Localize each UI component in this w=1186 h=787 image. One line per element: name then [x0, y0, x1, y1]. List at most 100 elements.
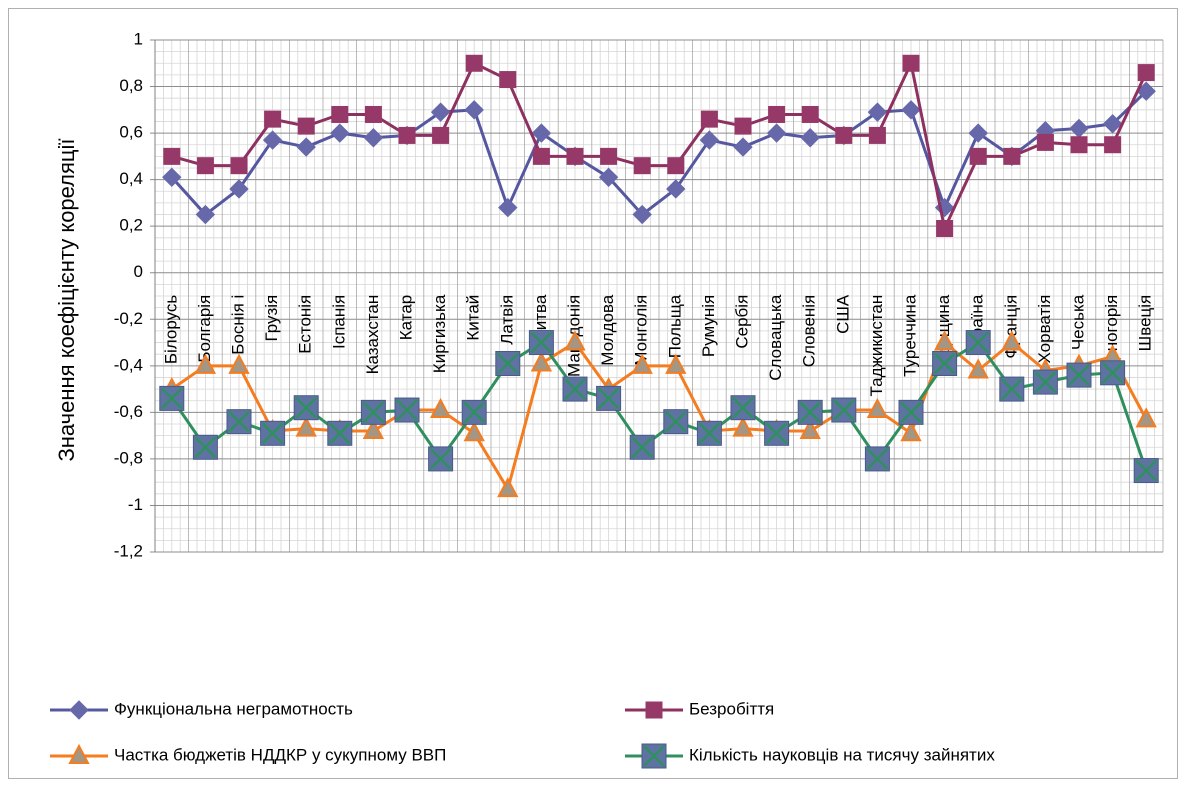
marker: [194, 353, 217, 374]
marker: [968, 123, 988, 143]
marker: [330, 123, 350, 143]
legend-label: Безробіття: [689, 699, 774, 718]
marker: [295, 416, 317, 437]
marker: [528, 330, 554, 356]
marker: [932, 350, 958, 376]
marker-cross: [160, 387, 183, 410]
marker: [566, 147, 584, 165]
marker: [1070, 136, 1088, 154]
marker: [499, 71, 517, 89]
marker-cross: [832, 399, 855, 421]
marker-cross: [328, 422, 351, 445]
marker: [398, 126, 416, 144]
marker: [866, 397, 889, 419]
marker-cross: [799, 401, 822, 424]
marker-cross: [261, 422, 284, 445]
marker: [1102, 114, 1123, 134]
series-markers: [159, 330, 1159, 484]
y-tick-label: 0,2: [119, 216, 143, 235]
marker: [196, 157, 214, 175]
x-tick-label: Швеція: [1136, 295, 1155, 352]
marker: [632, 204, 652, 225]
x-tick-label: Казахстан: [363, 295, 382, 375]
y-tick-label: 0,4: [119, 169, 143, 188]
marker: [631, 353, 653, 374]
legend-label: Частка бюджетів НДДКР у сукупному ВВП: [114, 745, 446, 764]
x-tick-label: Латвія: [497, 295, 516, 345]
marker: [835, 126, 853, 144]
marker: [768, 105, 786, 123]
x-tick-label: Катар: [396, 295, 415, 341]
marker-cross: [530, 331, 553, 354]
marker: [226, 409, 252, 435]
marker: [163, 147, 181, 165]
marker-cross: [1135, 459, 1158, 482]
marker: [801, 105, 819, 123]
marker: [430, 102, 451, 122]
y-tick-label: -0,4: [114, 355, 143, 374]
marker: [902, 54, 920, 72]
x-tick-label: Грузія: [262, 295, 281, 342]
marker: [1066, 362, 1092, 388]
x-tick-label: Молдова: [598, 294, 617, 366]
x-tick-label: Туреччина: [900, 294, 919, 377]
marker: [362, 418, 385, 439]
marker: [293, 395, 319, 421]
marker: [530, 351, 553, 372]
marker: [1003, 147, 1021, 165]
x-tick-label: Румунія: [699, 295, 718, 357]
y-tick-label: -0,8: [114, 448, 143, 467]
marker: [665, 353, 687, 374]
marker: [1104, 136, 1122, 154]
marker: [600, 147, 618, 165]
marker-cross: [228, 410, 250, 433]
x-tick-label: Боснія і: [228, 295, 247, 355]
marker: [965, 330, 991, 356]
marker: [68, 743, 90, 764]
marker: [264, 110, 282, 128]
legend-marker: [641, 743, 667, 769]
marker: [532, 147, 550, 165]
marker: [864, 446, 890, 472]
x-tick-label: Киргизька: [430, 294, 449, 373]
marker: [730, 395, 756, 421]
marker: [641, 743, 667, 769]
x-tick-label: Таджикистан: [867, 295, 886, 397]
y-tick-label: -0,2: [114, 309, 143, 328]
marker: [465, 54, 483, 72]
marker: [732, 416, 754, 437]
legend-label: Кількість науковців на тисячу зайнятих: [689, 745, 995, 764]
marker: [429, 397, 452, 419]
y-tick-label: -1,2: [114, 541, 143, 560]
x-tick-label: Хорватія: [1035, 295, 1054, 364]
marker: [564, 330, 586, 351]
marker: [596, 385, 622, 411]
marker-cross: [429, 448, 452, 470]
marker: [799, 418, 821, 439]
marker: [394, 397, 420, 423]
x-tick-label: Монголія: [632, 295, 651, 366]
marker: [898, 399, 924, 425]
marker: [192, 434, 218, 460]
x-tick-label: Естонія: [296, 295, 315, 354]
marker: [800, 128, 820, 148]
y-tick-label: -0,6: [114, 402, 143, 421]
x-tick-label: Польща: [665, 294, 684, 358]
y-axis-label: Значення коефіцієнту кореляції: [54, 138, 79, 461]
marker-cross: [643, 745, 665, 767]
marker-cross: [631, 436, 654, 459]
x-tick-label: Іспанія: [329, 295, 348, 349]
marker: [699, 130, 720, 150]
marker: [1036, 133, 1054, 151]
marker: [667, 157, 685, 175]
x-tick-label: Білорусь: [161, 295, 180, 365]
x-tick-label: США: [833, 294, 852, 334]
marker: [428, 446, 454, 472]
marker: [633, 157, 651, 175]
marker: [497, 477, 519, 498]
marker: [969, 147, 987, 165]
marker: [364, 105, 382, 123]
marker: [162, 167, 182, 188]
marker: [629, 434, 655, 460]
marker-cross: [866, 448, 889, 470]
